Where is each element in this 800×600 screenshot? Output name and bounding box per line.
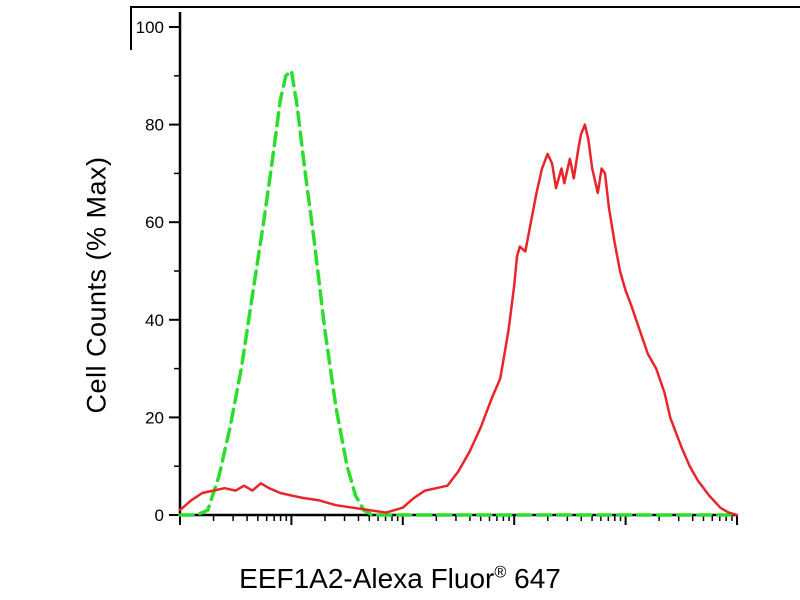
- y-tick-label: 20: [145, 408, 164, 427]
- y-tick-label: 0: [155, 506, 164, 525]
- y-axis-title: Cell Counts (% Max): [81, 156, 112, 414]
- red-solid-curve: [178, 123, 739, 517]
- y-tick-label: 60: [145, 213, 164, 232]
- image-border-artifact: [130, 6, 800, 50]
- registered-trademark-symbol: ®: [494, 563, 507, 582]
- y-tick-label: 100: [136, 18, 164, 37]
- y-tick-label: 80: [145, 116, 164, 135]
- x-axis-title-suffix: 647: [506, 563, 561, 594]
- green-dashed-curve: [178, 69, 739, 517]
- x-axis-title: EEF1A2-Alexa Fluor® 647: [239, 563, 561, 595]
- y-tick-label: 40: [145, 311, 164, 330]
- plot-axes: [178, 12, 737, 517]
- x-axis-title-main: EEF1A2-Alexa Fluor: [239, 563, 495, 594]
- histogram-curves: [178, 69, 739, 517]
- y-axis-ticks: 0 20 40 60 80 100: [136, 18, 180, 525]
